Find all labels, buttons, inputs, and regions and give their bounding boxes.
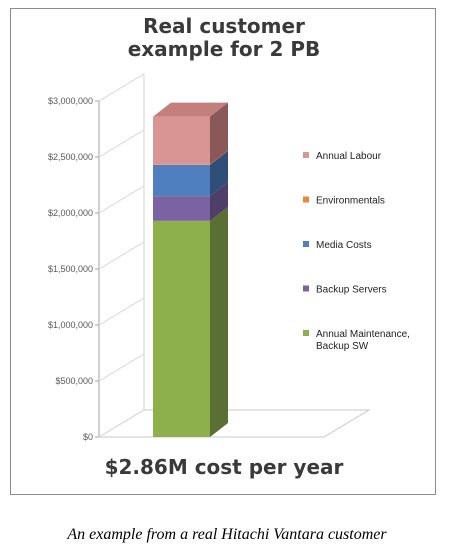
floor	[97, 409, 371, 438]
bar-segment	[153, 164, 210, 165]
y-tick-label: $2,500,000	[48, 152, 93, 162]
bar-segment-side	[210, 150, 228, 165]
bar-segment	[153, 164, 210, 197]
chart-title: Real customer example for 2 PB	[127, 14, 321, 61]
bar-segment	[153, 196, 210, 221]
y-tick-depth	[98, 353, 145, 382]
bar-segment-side	[210, 150, 228, 197]
legend-label-line2: Backup SW	[316, 341, 369, 352]
y-tick-depth	[98, 129, 145, 158]
y-tick-label: $500,000	[55, 376, 93, 386]
y-tick-label: $2,000,000	[48, 208, 93, 218]
y-tick-depth	[98, 185, 145, 214]
legend-swatch	[303, 330, 309, 336]
legend-label: Environmentals	[316, 196, 385, 207]
legend-label: Annual Maintenance,	[316, 329, 410, 340]
y-tick-depth	[98, 409, 145, 438]
bar-segment-side	[210, 102, 228, 165]
y-tick-depth	[98, 297, 145, 326]
bar-layer	[153, 102, 228, 437]
legend-swatch	[303, 196, 309, 203]
y-tick-label: $3,000,000	[48, 96, 93, 106]
legend-swatch	[303, 241, 309, 247]
legend-swatch	[303, 152, 309, 158]
legend-label: Backup Servers	[316, 285, 387, 296]
chart-svg: $0 $500,000 $1,000,000 $1,500,000 $2,000,000…	[48, 73, 410, 442]
legend-label: Media Costs	[316, 240, 372, 251]
axis-layer: $0 $500,000 $1,000,000 $1,500,000 $2,000,000…	[48, 73, 371, 442]
chart-frame: Real customer example for 2 PB $0 $500,00…	[10, 8, 436, 495]
bar-segment	[153, 220, 210, 437]
figure-caption: An example from a real Hitachi Vantara c…	[67, 526, 387, 543]
y-tick-depth	[98, 73, 145, 102]
y-tick-label: $0	[83, 432, 93, 442]
legend-label: Annual Labour	[316, 151, 382, 162]
y-tick-label: $1,000,000	[48, 320, 93, 330]
bar-segment-side	[210, 182, 228, 221]
bar-segment	[153, 116, 210, 165]
bar-top	[153, 102, 228, 117]
legend-swatch	[303, 285, 309, 292]
bar-segment-side	[210, 206, 228, 437]
legend-layer: Annual Labour Environmentals Media Costs Ba…	[303, 151, 410, 352]
cost-annotation: $2.86M cost per year	[104, 455, 344, 479]
y-tick-depth	[98, 241, 145, 270]
y-tick-label: $1,500,000	[48, 264, 93, 274]
